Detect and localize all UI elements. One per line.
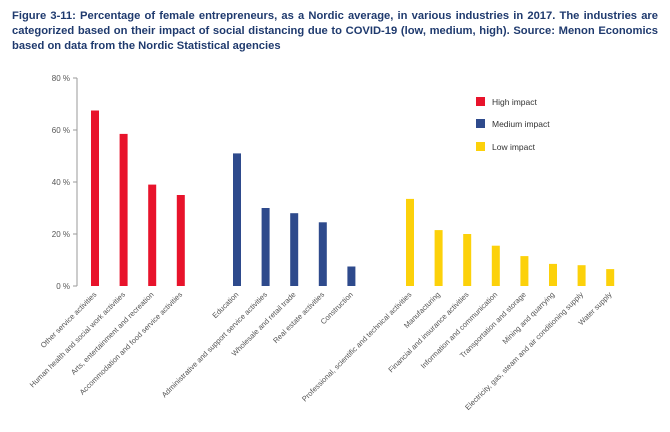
bar [318,222,327,286]
legend: High impact Medium impact Low impact [476,97,550,152]
bar [233,153,241,286]
bar [463,234,472,286]
bar [148,184,157,286]
legend-swatch [476,142,485,151]
legend-label: Medium impact [492,119,550,129]
bar [491,245,500,286]
category-label: Real estate activities [271,290,326,345]
legend-label: Low impact [492,142,536,152]
bar [434,230,443,286]
category-label: Accommodation and food service activitie… [78,290,185,397]
figure-caption: Figure 3-11: Percentage of female entrep… [12,10,658,52]
y-tick-label: 20 % [52,230,70,239]
bar [91,110,99,286]
bar [176,195,185,286]
category-label: Professional, scientific and technical a… [300,290,414,404]
bar [261,208,270,286]
bar [406,198,414,286]
legend-swatch [476,97,485,106]
bar [347,266,356,286]
y-tick-label: 80 % [52,74,70,83]
bar [520,256,529,286]
bar [119,133,128,286]
category-label: Administrative and support service activ… [160,290,269,399]
bar [577,265,586,286]
bars-group [91,110,615,286]
y-tick-label: 0 % [56,282,70,291]
bar [606,269,615,286]
bar [290,213,299,286]
legend-swatch [476,119,485,128]
y-tick-label: 60 % [52,126,70,135]
category-label: Mining and quarrying [501,290,557,346]
y-tick-label: 40 % [52,178,70,187]
bar [549,263,557,286]
legend-label: High impact [492,97,538,107]
axis-group: 0 % 20 % 40 % 60 % 80 % [52,74,78,291]
